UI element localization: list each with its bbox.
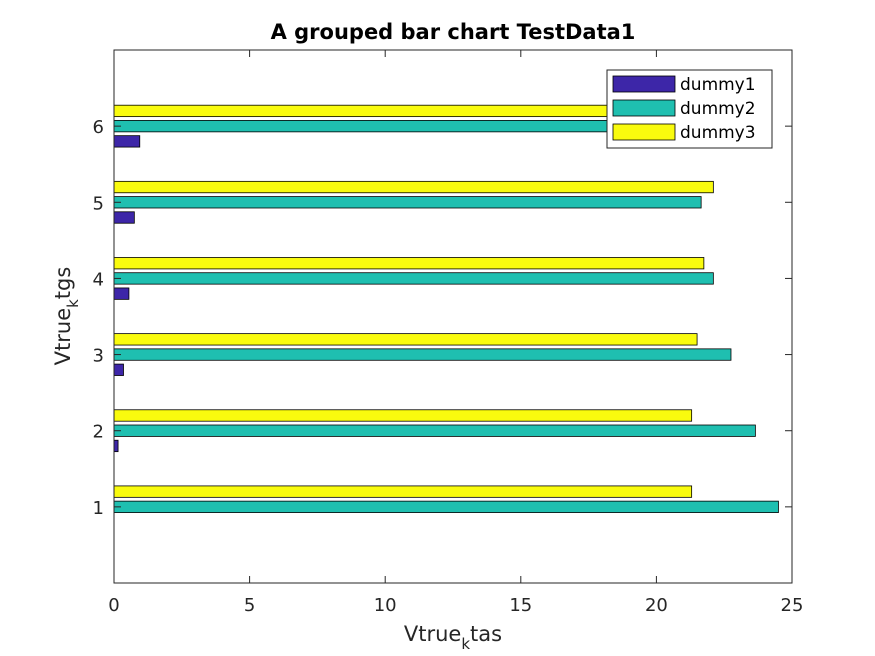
x-ticks: 0 5 10 15 20 25 bbox=[108, 50, 803, 616]
bar-dummy3-cat-2 bbox=[113, 409, 693, 422]
y-tick-label-2: 2 bbox=[93, 422, 104, 443]
y-tick-label-5: 5 bbox=[93, 193, 104, 214]
legend-label-dummy1: dummy1 bbox=[680, 75, 756, 95]
y-axis-label-base: Vtrue bbox=[51, 308, 75, 365]
bar-dummy2-cat-3 bbox=[113, 348, 732, 361]
bar-dummy3-cat-4 bbox=[113, 257, 705, 270]
bar-dummy2-cat-5 bbox=[113, 196, 702, 209]
bar-dummy3-cat-3 bbox=[113, 333, 698, 346]
x-tick-label-15: 15 bbox=[509, 595, 532, 616]
y-ticks: 1 2 3 4 5 6 bbox=[93, 117, 792, 519]
y-axis-label-sub: k bbox=[64, 299, 82, 308]
bar-dummy3-cat-5 bbox=[113, 180, 714, 194]
bar-dummy1-cat-5 bbox=[113, 211, 135, 224]
legend-label-dummy2: dummy2 bbox=[680, 99, 756, 119]
x-axis-label-base: Vtrue bbox=[404, 622, 461, 646]
legend-label-dummy3: dummy3 bbox=[680, 123, 756, 143]
y-tick-label-3: 3 bbox=[93, 346, 104, 367]
legend-swatch-dummy2 bbox=[612, 99, 676, 117]
x-tick-label-20: 20 bbox=[645, 595, 668, 616]
x-tick-label-0: 0 bbox=[108, 595, 119, 616]
bar-dummy1-cat-3 bbox=[113, 363, 124, 376]
bars-group bbox=[113, 104, 779, 513]
x-tick-label-5: 5 bbox=[244, 595, 255, 616]
y-tick-label-6: 6 bbox=[93, 117, 104, 138]
bar-dummy3-cat-1 bbox=[113, 485, 693, 498]
y-tick-label-1: 1 bbox=[93, 498, 104, 519]
bar-dummy2-cat-1 bbox=[113, 500, 779, 513]
x-tick-label-10: 10 bbox=[374, 595, 397, 616]
axes-frame bbox=[113, 49, 793, 584]
legend: dummy1 dummy2 dummy3 bbox=[606, 69, 773, 149]
y-axis-label-rest: tgs bbox=[51, 267, 75, 300]
x-axis-label-rest: tas bbox=[470, 622, 502, 646]
legend-swatch-dummy1 bbox=[612, 75, 676, 93]
chart-title: A grouped bar chart TestData1 bbox=[271, 20, 636, 44]
legend-swatch-dummy3 bbox=[612, 123, 676, 141]
bar-dummy2-cat-2 bbox=[113, 424, 756, 437]
y-tick-label-4: 4 bbox=[93, 269, 104, 290]
x-tick-label-25: 25 bbox=[781, 595, 804, 616]
bar-dummy1-cat-2 bbox=[113, 439, 119, 453]
x-axis-label-sub: k bbox=[461, 635, 470, 653]
x-axis-label: Vtruektas bbox=[404, 622, 502, 653]
bar-dummy2-cat-4 bbox=[113, 272, 714, 285]
bar-dummy1-cat-4 bbox=[113, 287, 130, 300]
bar-dummy1-cat-6 bbox=[113, 135, 141, 148]
y-axis-label: Vtruektgs bbox=[51, 267, 82, 366]
